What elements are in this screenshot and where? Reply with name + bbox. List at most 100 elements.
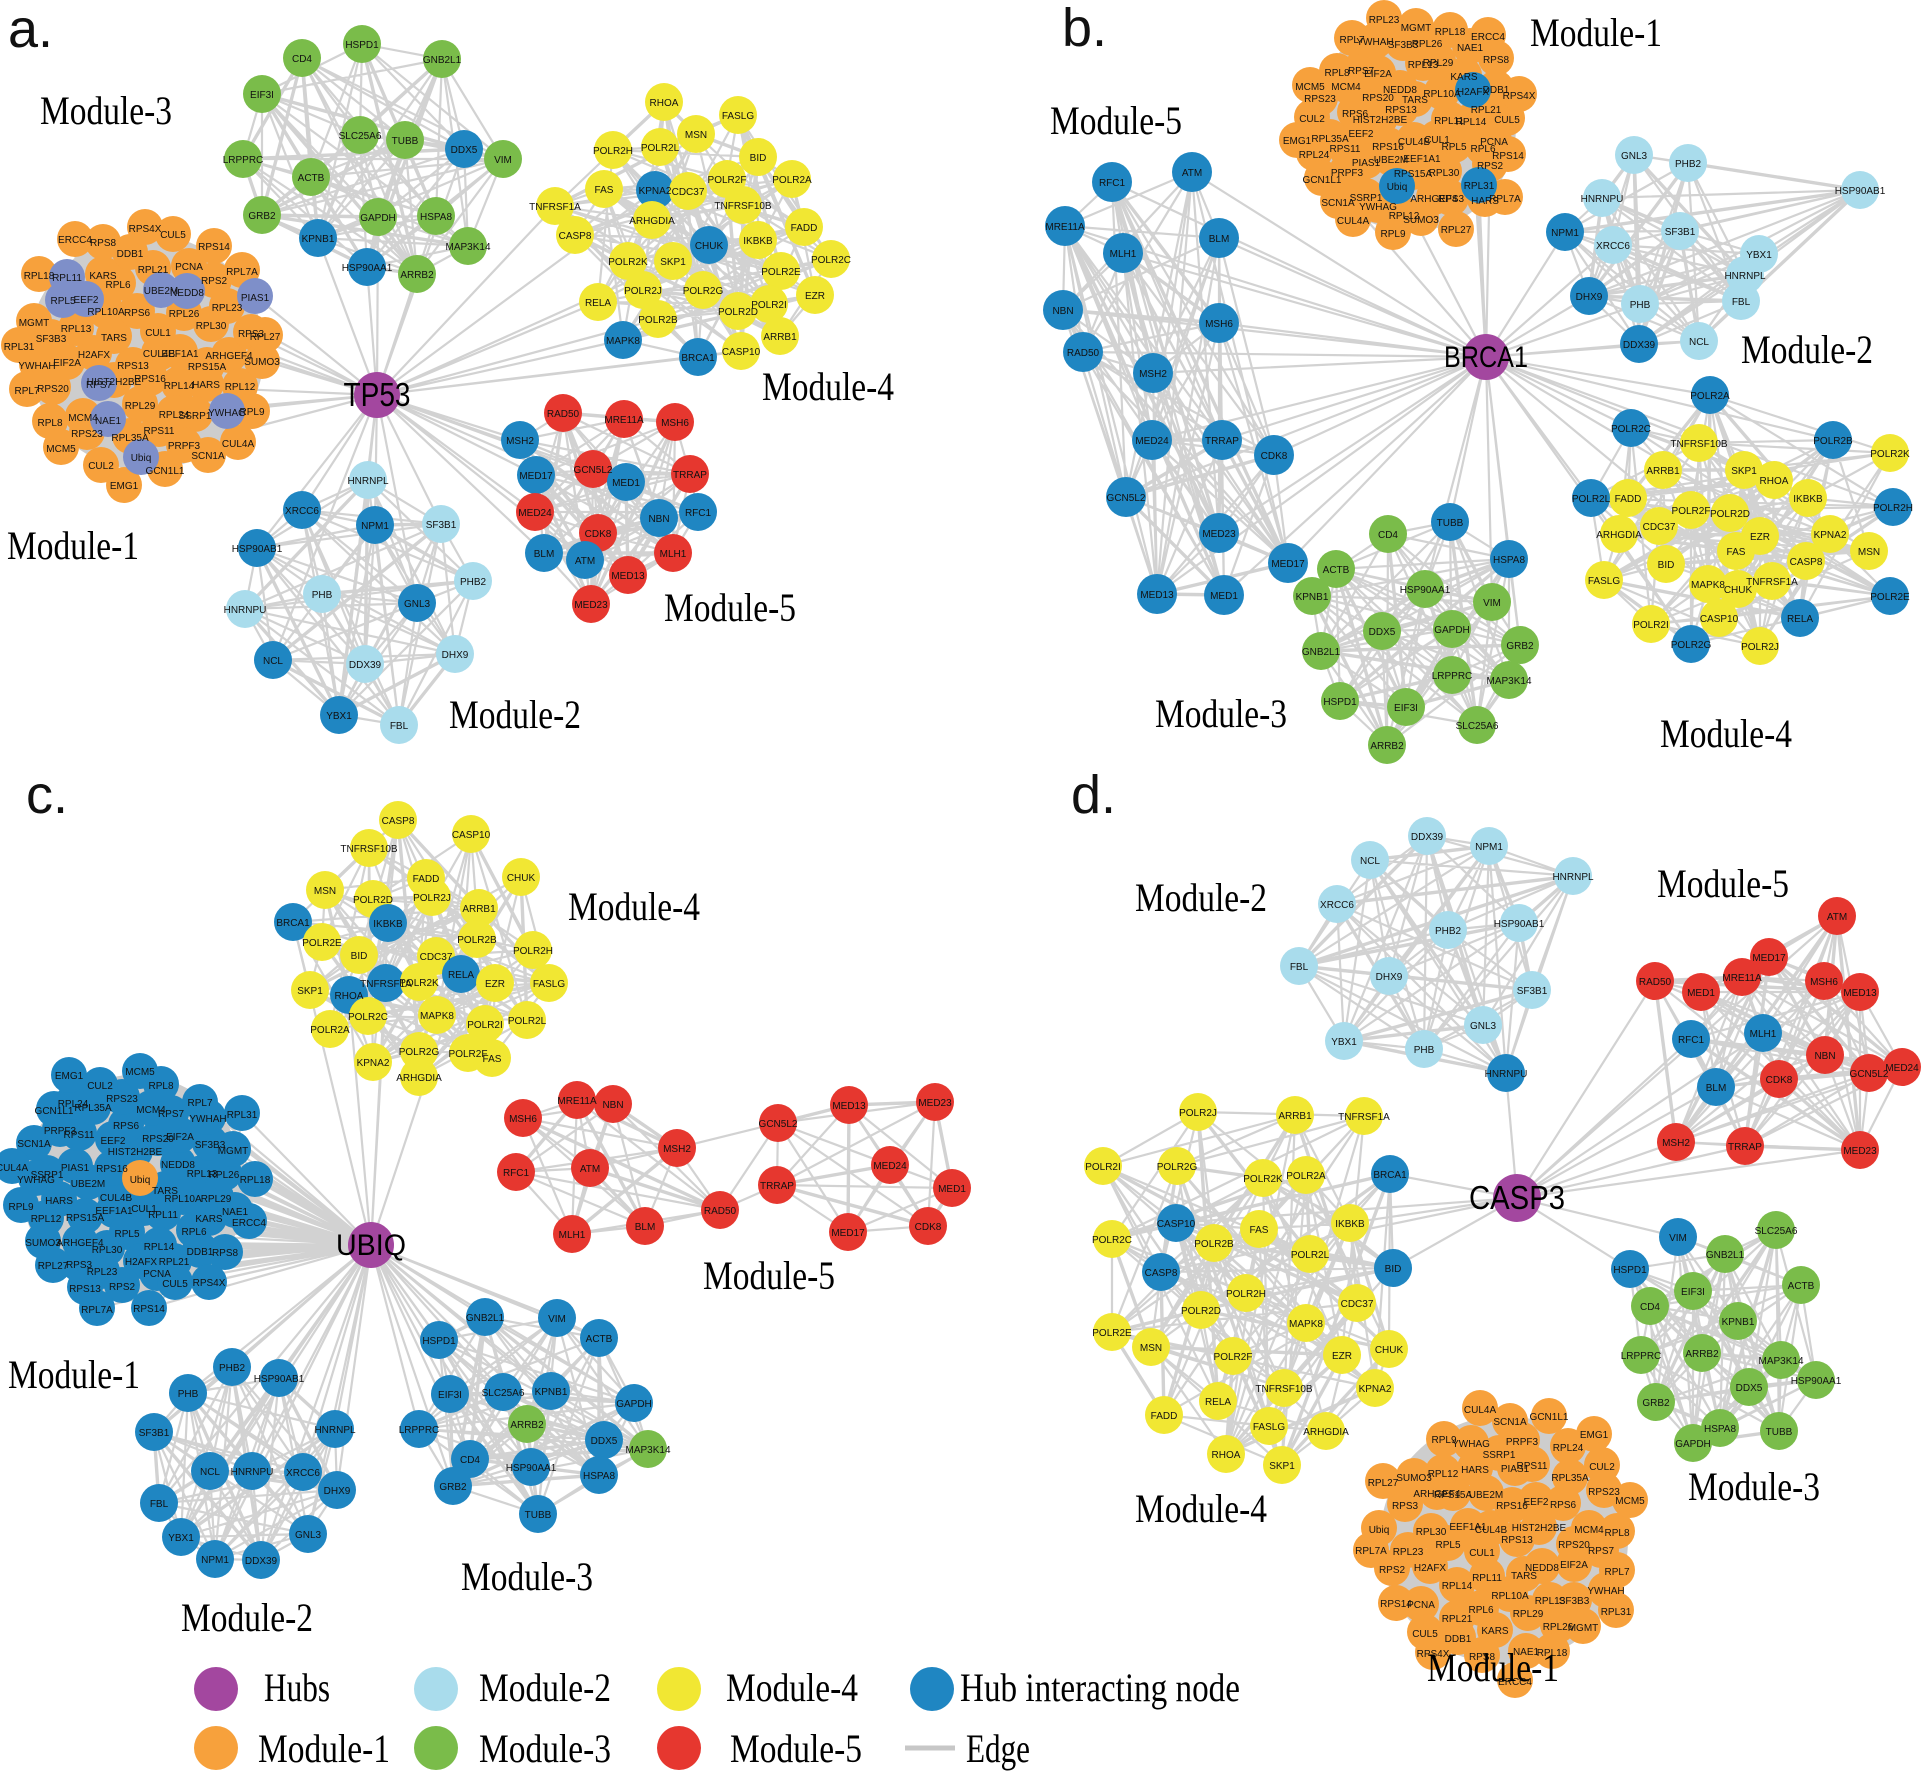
svg-text:TNFRSF10B: TNFRSF10B bbox=[340, 844, 398, 855]
svg-text:Module-3: Module-3 bbox=[461, 1554, 593, 1599]
svg-text:NBN: NBN bbox=[1814, 1051, 1835, 1062]
svg-text:RPL31: RPL31 bbox=[227, 1110, 258, 1121]
svg-text:RPL27: RPL27 bbox=[250, 332, 281, 343]
svg-text:RPS20: RPS20 bbox=[37, 384, 69, 395]
svg-text:Module-5: Module-5 bbox=[703, 1253, 835, 1298]
svg-text:MSH2: MSH2 bbox=[506, 436, 534, 447]
svg-text:RPL13: RPL13 bbox=[187, 1169, 218, 1180]
svg-text:SCN1A: SCN1A bbox=[17, 1139, 51, 1150]
svg-text:YWHAG: YWHAG bbox=[1359, 202, 1397, 213]
svg-text:RFC1: RFC1 bbox=[1678, 1035, 1705, 1046]
svg-text:IKBKB: IKBKB bbox=[743, 236, 773, 247]
svg-text:GRB2: GRB2 bbox=[248, 211, 276, 222]
svg-text:RFC1: RFC1 bbox=[1099, 178, 1126, 189]
svg-text:GCN1L1: GCN1L1 bbox=[146, 466, 185, 477]
svg-text:ARRB2: ARRB2 bbox=[1370, 741, 1404, 752]
svg-text:POLR2I: POLR2I bbox=[751, 300, 787, 311]
svg-text:RPS14: RPS14 bbox=[133, 1304, 165, 1315]
svg-text:BLM: BLM bbox=[1209, 234, 1230, 245]
svg-text:d.: d. bbox=[1071, 765, 1116, 825]
svg-text:YWHAH: YWHAH bbox=[1356, 37, 1393, 48]
svg-text:POLR2K: POLR2K bbox=[399, 978, 439, 989]
svg-text:BRCA1: BRCA1 bbox=[276, 918, 310, 929]
svg-text:RPL7: RPL7 bbox=[1604, 1567, 1629, 1578]
svg-text:PHB: PHB bbox=[1630, 300, 1651, 311]
svg-text:POLR2F: POLR2F bbox=[1214, 1352, 1253, 1363]
svg-text:BRCA1: BRCA1 bbox=[1373, 1170, 1407, 1181]
svg-text:MED13: MED13 bbox=[611, 571, 645, 582]
svg-text:CDK8: CDK8 bbox=[915, 1222, 942, 1233]
svg-text:RPL7A: RPL7A bbox=[81, 1305, 113, 1316]
svg-text:SUMO3: SUMO3 bbox=[25, 1238, 61, 1249]
svg-text:CDC37: CDC37 bbox=[1643, 522, 1676, 533]
svg-text:SF3B1: SF3B1 bbox=[139, 1428, 170, 1439]
svg-text:RPL14: RPL14 bbox=[1456, 117, 1487, 128]
svg-text:RELA: RELA bbox=[1205, 1397, 1231, 1408]
svg-text:KPNA2: KPNA2 bbox=[1814, 530, 1847, 541]
svg-text:CASP10: CASP10 bbox=[1157, 1219, 1196, 1230]
svg-text:TARS: TARS bbox=[1402, 95, 1428, 106]
svg-text:ATM: ATM bbox=[1182, 168, 1202, 179]
svg-text:RPS2: RPS2 bbox=[201, 276, 228, 287]
svg-text:CHUK: CHUK bbox=[695, 241, 724, 252]
svg-text:EIF3I: EIF3I bbox=[1681, 1287, 1705, 1298]
svg-text:RPS6: RPS6 bbox=[1342, 109, 1369, 120]
svg-text:RPL29: RPL29 bbox=[125, 401, 156, 412]
svg-text:FASLG: FASLG bbox=[1253, 1422, 1285, 1433]
svg-text:RPL23: RPL23 bbox=[1369, 15, 1400, 26]
svg-text:MLH1: MLH1 bbox=[660, 549, 687, 560]
svg-text:POLR2F: POLR2F bbox=[449, 1049, 488, 1060]
svg-text:HSPA8: HSPA8 bbox=[1493, 555, 1525, 566]
svg-text:HSPA8: HSPA8 bbox=[420, 212, 452, 223]
svg-text:GCN5L2: GCN5L2 bbox=[759, 1119, 798, 1130]
svg-text:ARHGEF4: ARHGEF4 bbox=[1410, 194, 1458, 205]
svg-text:GNB2L1: GNB2L1 bbox=[1302, 647, 1341, 658]
svg-text:POLR2F: POLR2F bbox=[708, 175, 747, 186]
svg-text:MCM5: MCM5 bbox=[1295, 82, 1325, 93]
svg-text:RPL10A: RPL10A bbox=[164, 1194, 202, 1205]
svg-text:RPS11: RPS11 bbox=[64, 1130, 95, 1141]
svg-text:CUL4B: CUL4B bbox=[143, 349, 176, 360]
svg-text:HNRNPL: HNRNPL bbox=[1724, 271, 1766, 282]
svg-text:GNB2L1: GNB2L1 bbox=[423, 55, 462, 66]
svg-text:MAP3K14: MAP3K14 bbox=[1486, 676, 1531, 687]
svg-text:CUL1: CUL1 bbox=[1424, 135, 1450, 146]
svg-text:HSPD1: HSPD1 bbox=[422, 1336, 456, 1347]
svg-text:PIAS1: PIAS1 bbox=[1352, 158, 1381, 169]
svg-text:UBE2M: UBE2M bbox=[1469, 1490, 1503, 1501]
svg-text:RPL12: RPL12 bbox=[31, 1214, 62, 1225]
svg-text:MED13: MED13 bbox=[832, 1101, 866, 1112]
svg-text:SCN1A: SCN1A bbox=[191, 451, 225, 462]
svg-text:RPL26: RPL26 bbox=[1412, 39, 1443, 50]
svg-text:GRB2: GRB2 bbox=[1506, 641, 1534, 652]
svg-text:GNB2L1: GNB2L1 bbox=[466, 1313, 505, 1324]
svg-text:MSH6: MSH6 bbox=[1810, 977, 1838, 988]
svg-text:RPS7: RPS7 bbox=[1588, 1546, 1615, 1557]
svg-text:CDK8: CDK8 bbox=[585, 529, 612, 540]
svg-text:DHX9: DHX9 bbox=[442, 650, 469, 661]
svg-text:RPS11: RPS11 bbox=[144, 426, 175, 437]
svg-text:ERCC4: ERCC4 bbox=[58, 235, 92, 246]
svg-text:HSP90AA1: HSP90AA1 bbox=[1400, 585, 1451, 596]
svg-text:POLR2D: POLR2D bbox=[353, 895, 393, 906]
svg-text:ARRB1: ARRB1 bbox=[462, 904, 496, 915]
svg-text:POLR2J: POLR2J bbox=[413, 893, 451, 904]
svg-text:Hubs: Hubs bbox=[264, 1665, 330, 1710]
svg-text:EEF1A1: EEF1A1 bbox=[161, 349, 199, 360]
svg-text:POLR2G: POLR2G bbox=[1157, 1162, 1198, 1173]
svg-text:MCM4: MCM4 bbox=[68, 413, 98, 424]
svg-text:KPNB1: KPNB1 bbox=[1722, 1317, 1755, 1328]
svg-text:RPL14: RPL14 bbox=[164, 381, 195, 392]
svg-text:SF3B1: SF3B1 bbox=[426, 520, 457, 531]
svg-text:POLR2G: POLR2G bbox=[683, 286, 724, 297]
svg-text:CDK8: CDK8 bbox=[1766, 1075, 1793, 1086]
svg-text:POLR2C: POLR2C bbox=[811, 255, 851, 266]
svg-text:RPS6: RPS6 bbox=[124, 308, 151, 319]
svg-text:RPL23: RPL23 bbox=[1393, 1547, 1424, 1558]
svg-text:MED1: MED1 bbox=[612, 478, 640, 489]
svg-text:CUL4A: CUL4A bbox=[1337, 216, 1370, 227]
svg-text:DDB1: DDB1 bbox=[1483, 85, 1510, 96]
svg-text:MGMT: MGMT bbox=[19, 318, 50, 329]
svg-text:RPL18: RPL18 bbox=[24, 271, 55, 282]
svg-text:RPL12: RPL12 bbox=[1428, 1469, 1459, 1480]
